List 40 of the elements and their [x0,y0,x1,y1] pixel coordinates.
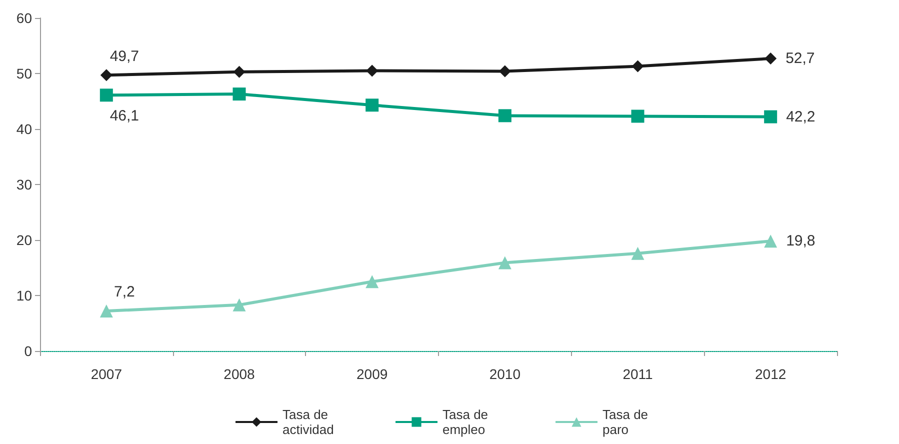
point [498,256,512,270]
y-tick-label: 30 [16,176,32,192]
y-tick-label: 20 [16,232,32,248]
y-tick-label: 50 [16,66,32,82]
y-tick-label: 40 [16,121,32,137]
point [764,110,778,124]
legend-label: Tasa de actividad [282,407,334,437]
point [764,52,777,65]
point [631,110,644,123]
y-tick-label: 0 [24,343,32,359]
point [498,109,512,122]
point [632,60,644,72]
data-label: 49,7 [110,48,140,66]
x-tick-label: 2012 [755,366,786,382]
legend-label: Tasa de empleo [442,407,492,437]
data-label: 42,2 [786,108,816,126]
x-tick-label: 2007 [90,366,122,382]
point [631,246,644,260]
x-tick-label: 2010 [489,366,521,382]
point [100,304,113,318]
data-label: 7,2 [114,284,135,301]
point [100,88,113,102]
legend-label: Tasa de paro [602,407,652,437]
point [366,98,379,112]
point [232,298,246,312]
point [366,64,378,77]
x-tick-label: 2008 [224,366,256,382]
point [366,275,379,288]
point [232,88,246,101]
y-tick-label: 10 [16,288,32,304]
point [764,234,778,248]
point [233,66,246,78]
point [100,69,112,82]
data-label: 19,8 [786,232,816,250]
y-tick-label: 60 [16,10,32,26]
data-label: 46,1 [110,108,140,125]
x-tick-label: 2011 [622,366,654,382]
x-tick-label: 2009 [356,366,388,382]
data-label: 52,7 [786,50,815,68]
point [498,65,511,78]
